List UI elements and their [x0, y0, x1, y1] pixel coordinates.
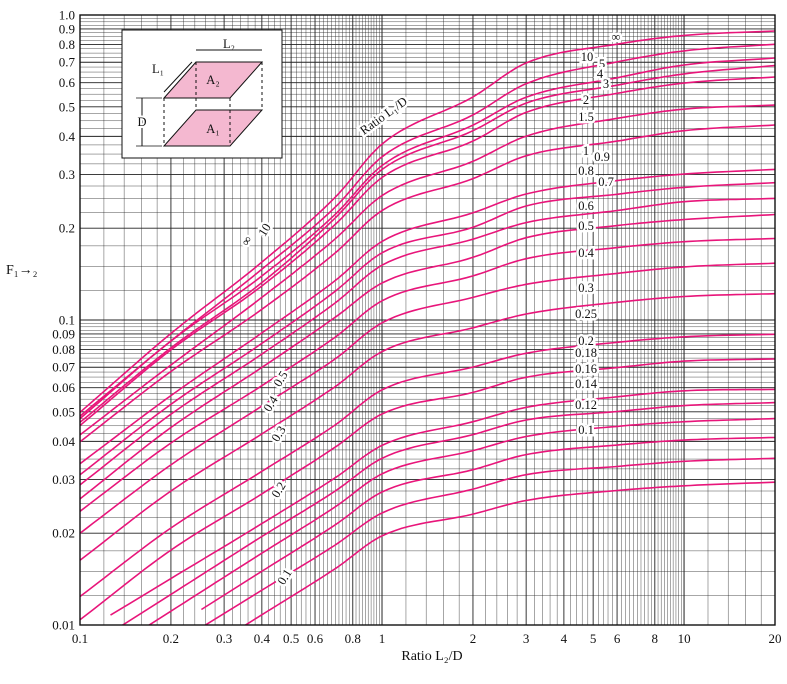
- x-tick-label: 0.4: [254, 631, 271, 646]
- y-tick-label: 0.07: [52, 360, 75, 375]
- x-tick-label: 10: [678, 631, 691, 646]
- inset-label-d: D: [137, 115, 146, 129]
- x-tick-label: 0.5: [283, 631, 299, 646]
- y-tick-label: 0.6: [59, 75, 76, 90]
- curve-line: [80, 358, 775, 621]
- curve-line: [80, 64, 775, 424]
- curve-label: 0.4: [578, 246, 594, 260]
- curve-label: 10: [581, 50, 594, 64]
- curve-line: [80, 57, 775, 420]
- inset-label-l1: L₁: [152, 62, 164, 76]
- y-tick-label: 0.8: [59, 37, 75, 52]
- curve-label: 0.25: [575, 307, 597, 321]
- y-tick-label: 0.1: [59, 313, 75, 328]
- y-axis-label: F₁→₂: [6, 263, 38, 278]
- y-tick-label: 0.3: [59, 167, 75, 182]
- inset-label-l2: L₂: [223, 37, 235, 51]
- y-tick-label: 0.06: [52, 380, 75, 395]
- curve-line: [80, 124, 775, 443]
- curve-line: [203, 457, 775, 625]
- curve-label: 5: [599, 57, 605, 71]
- inset-label-a2: A₂: [206, 73, 219, 87]
- curve-line: [244, 481, 775, 625]
- plate-a1: [162, 109, 264, 147]
- x-tick-label: 0.1: [72, 631, 88, 646]
- grid: [79, 15, 776, 626]
- y-tick-label: 0.04: [52, 434, 75, 449]
- curve-label: ∞: [612, 30, 621, 44]
- x-tick-label: 0.2: [163, 631, 179, 646]
- y-tick-label: 0.05: [52, 404, 75, 419]
- curve-line: [80, 197, 775, 486]
- x-tick-label: 20: [769, 631, 782, 646]
- curve-label: 0.9: [594, 150, 610, 164]
- curve-line: [80, 262, 775, 535]
- curve-line: [80, 333, 775, 598]
- y-tick-label: 0.03: [52, 472, 75, 487]
- x-tick-label: 2: [470, 631, 477, 646]
- curve-line: [80, 168, 775, 465]
- inset-label-a1: A₁: [206, 122, 219, 136]
- x-tick-label: 0.8: [345, 631, 361, 646]
- x-tick-label: 4: [561, 631, 568, 646]
- curve-line: [80, 181, 775, 476]
- x-tick-label: 8: [652, 631, 659, 646]
- curve-label: 3: [603, 77, 609, 91]
- y-tick-label: 0.2: [59, 221, 75, 236]
- y-tick-label: 0.7: [59, 55, 76, 70]
- curve-line: [80, 76, 775, 427]
- curve-line: [110, 388, 775, 616]
- tick-labels: 0.1 0.2 0.3 0.4 0.5 0.6 0.8 1 2 3 4 5 6 8 10 200.010.02…: [52, 8, 781, 647]
- curve-label: 0.2: [578, 334, 594, 348]
- curves: [80, 30, 775, 625]
- curve-label-diagonal: 0.1: [275, 567, 295, 588]
- curve-line: [80, 30, 775, 414]
- curve-label: 0.1: [578, 423, 594, 437]
- curve-label: 1: [583, 144, 589, 158]
- x-tick-label: 0.3: [216, 631, 232, 646]
- curve-label: 0.8: [578, 164, 594, 178]
- curve-label: 0.5: [578, 219, 594, 233]
- x-tick-label: 1: [379, 631, 386, 646]
- curve-label: 2: [583, 93, 589, 107]
- curve-label: 1.5: [578, 110, 594, 124]
- curve-label: 0.7: [598, 175, 614, 189]
- curve-label-diagonal: ∞: [238, 233, 255, 248]
- curve-line: [121, 401, 775, 625]
- y-tick-label: 0.4: [59, 129, 76, 144]
- x-axis-label: Ratio L₂/D: [401, 649, 462, 664]
- curve-line: [80, 237, 775, 513]
- x-tick-label: 6: [614, 631, 621, 646]
- y-tick-label: 0.9: [59, 21, 75, 36]
- curve-line: [80, 104, 775, 436]
- curve-line: [80, 213, 775, 500]
- y-tick-label: 0.09: [52, 326, 75, 341]
- curve-label: 0.18: [575, 346, 597, 360]
- curve-label-diagonal: 10: [255, 221, 273, 239]
- curve-label-diagonal: 0.5: [271, 369, 291, 390]
- curve-label: 0.16: [575, 362, 597, 376]
- x-tick-label: 3: [523, 631, 530, 646]
- curve-label: 0.3: [578, 281, 594, 295]
- curve-line: [80, 292, 775, 562]
- y-tick-label: 0.01: [52, 618, 75, 633]
- curve-label: 0.12: [575, 398, 597, 412]
- x-tick-label: 5: [590, 631, 597, 646]
- y-tick-label: 0.08: [52, 342, 75, 357]
- y-tick-label: 0.5: [59, 99, 75, 114]
- curve-line: [200, 436, 775, 611]
- inset-diagram: L₂ L₁ A₂ A₁ D: [121, 29, 283, 159]
- curve-line: [147, 417, 775, 625]
- y-tick-label: 0.02: [52, 526, 75, 541]
- curve-label: 0.14: [575, 377, 598, 391]
- x-tick-label: 0.6: [307, 631, 324, 646]
- plot-frame: [79, 14, 776, 626]
- curve-line: [80, 43, 775, 418]
- curve-label: 0.6: [578, 199, 594, 213]
- y-tick-label: 1.0: [59, 8, 75, 23]
